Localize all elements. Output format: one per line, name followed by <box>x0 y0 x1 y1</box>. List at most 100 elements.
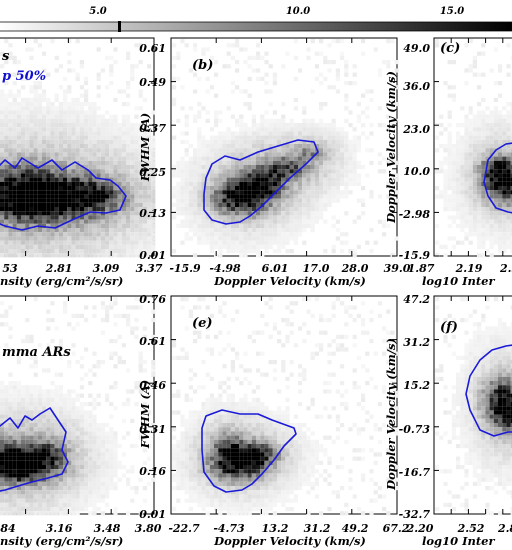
panel-a-cell <box>50 169 55 174</box>
panel-c-cell <box>506 72 511 77</box>
panel-d-cell <box>75 465 80 470</box>
panel-c-cell <box>464 194 469 199</box>
panel-a-cell <box>42 118 47 123</box>
panel-c-cell <box>498 173 503 178</box>
panel-d-cell <box>88 423 93 428</box>
panel-b-cell <box>247 160 252 165</box>
panel-a-cell <box>113 190 118 195</box>
panel-b-cell <box>369 249 374 254</box>
panel-e-cell <box>277 427 282 432</box>
panel-b-cell <box>314 160 319 165</box>
panel-e-cell <box>222 435 227 440</box>
panel-b-cell <box>256 211 261 216</box>
panel-d-cell <box>67 435 72 440</box>
panel-b-cell <box>230 55 235 60</box>
panel-e-cell <box>323 330 328 335</box>
panel-d-cell <box>113 486 118 491</box>
panel-a-cell <box>75 194 80 199</box>
panel-d-cell <box>25 486 30 491</box>
panel-b-cell <box>230 89 235 94</box>
panel-d-cell <box>8 381 13 386</box>
panel-e-cell <box>205 418 210 423</box>
panel-e-cell <box>226 376 231 381</box>
panel-b-cell <box>235 60 240 65</box>
panel-b-cell <box>272 202 277 207</box>
panel-a-cell <box>109 123 114 128</box>
panel-b-cell <box>193 181 198 186</box>
panel-b-cell <box>184 139 189 144</box>
panel-d-cell <box>37 486 42 491</box>
panel-e-cell <box>197 334 202 339</box>
panel-a-cell <box>8 228 13 233</box>
panel-d-cell <box>138 351 143 356</box>
panel-a-cell <box>37 160 42 165</box>
panel-e-cell <box>382 351 387 356</box>
panel-a-cell <box>8 207 13 212</box>
panel-e-cell <box>180 435 185 440</box>
panel-e-cell <box>272 326 277 331</box>
panel-d-cell <box>12 511 17 516</box>
panel-d-cell <box>29 481 34 486</box>
panel-e-cell <box>251 330 256 335</box>
panel-a-cell <box>84 181 89 186</box>
panel-a-cell <box>142 152 147 157</box>
panel-d-cell <box>79 481 84 486</box>
panel-a-cell <box>33 135 38 140</box>
panel-b-cell <box>272 249 277 254</box>
panel-b-cell <box>306 144 311 149</box>
panel-d-cell <box>96 473 101 478</box>
panel-d-cell <box>21 414 26 419</box>
panel-c-cell <box>485 152 490 157</box>
panel-a-cell <box>58 135 63 140</box>
panel-e-cell <box>184 393 189 398</box>
panel-c-cell <box>510 165 512 170</box>
panel-c-cell <box>460 135 465 140</box>
panel-b-cell <box>331 148 336 153</box>
panel-a-cell <box>109 114 114 119</box>
panel-c-cell <box>493 160 498 165</box>
panel-b-cell <box>260 114 265 119</box>
panel-c-cell <box>498 81 503 86</box>
panel-a-cell <box>54 211 59 216</box>
panel-c-cell <box>510 139 512 144</box>
panel-a-cell <box>134 148 139 153</box>
panel-d-cell <box>0 486 5 491</box>
panel-c-cell <box>506 173 511 178</box>
panel-b-cell <box>314 194 319 199</box>
panel-e-cell <box>256 402 261 407</box>
panel-d-cell <box>126 305 131 310</box>
panel-d-cell <box>50 406 55 411</box>
panel-d-cell <box>8 452 13 457</box>
panel-b-cell <box>293 148 298 153</box>
panel-d-cell <box>12 406 17 411</box>
panel-a-cell <box>79 114 84 119</box>
panel-d-cell <box>63 481 68 486</box>
panel-d-cell <box>21 511 26 516</box>
panel-c-cell <box>451 165 456 170</box>
panel-c-cell <box>498 177 503 182</box>
panel-a-cell <box>147 169 152 174</box>
panel-b-cell <box>281 207 286 212</box>
panel-b-cell <box>340 194 345 199</box>
panel-d-cell <box>0 473 5 478</box>
panel-a-cell <box>113 47 118 52</box>
panel-e-cell <box>361 397 366 402</box>
panel-c-cell <box>493 215 498 220</box>
panel-d-cell <box>84 507 89 512</box>
panel-a-cell <box>147 64 152 69</box>
panel-d-cell <box>50 381 55 386</box>
panel-b-cell <box>289 177 294 182</box>
panel-a-cell <box>84 244 89 249</box>
panel-d-cell <box>25 511 30 516</box>
panel-d-cell <box>21 494 26 499</box>
panel-a-cell <box>138 244 143 249</box>
panel-b-cell <box>222 190 227 195</box>
panel-b-cell <box>251 148 256 153</box>
panel-d-cell <box>16 406 21 411</box>
panel-d-cell <box>138 381 143 386</box>
colorbar-tick-0: 5.0 <box>89 6 106 17</box>
panel-a-cell <box>29 244 34 249</box>
panel-b-cell <box>281 165 286 170</box>
panel-b-cell <box>256 244 261 249</box>
panel-b-cell <box>272 198 277 203</box>
